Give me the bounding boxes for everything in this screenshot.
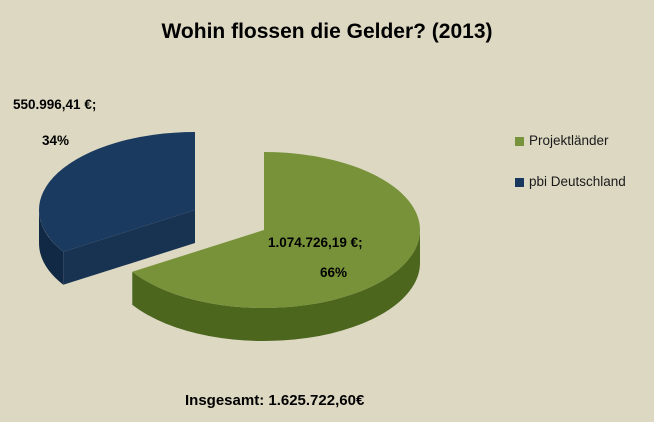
pie-slice-pbi-deutschland-cut-face	[63, 210, 195, 285]
pie-slice-pbi-deutschland-side	[39, 210, 64, 285]
legend-item-pbi-deutschland[interactable]: pbi Deutschland	[515, 173, 626, 190]
pie-slice-projektlander-side	[132, 230, 420, 341]
legend-swatch-projektlaender	[515, 136, 524, 146]
chart-title: Wohin flossen die Gelder? (2013)	[161, 20, 493, 43]
legend-item-projektlaender[interactable]: Projektländer	[515, 133, 626, 149]
pie-slice-pbi-deutschland[interactable]	[38, 132, 196, 252]
data-label-pbi-deutschland-percent: 34%	[42, 133, 70, 148]
total-label: Insgesamt: 1.625.722,60€	[185, 392, 365, 409]
data-label-pbi-deutschland-value: 550.996,41 €;	[13, 97, 97, 112]
data-label-projektlaender-value: 1.074.726,19 €;	[268, 235, 363, 250]
pie-slice-projektlander[interactable]	[132, 152, 421, 309]
legend-swatch-pbi-deutschland	[515, 177, 524, 187]
data-label-projektlaender-percent: 66%	[320, 265, 348, 280]
legend-label-projektlaender: Projektländer	[529, 133, 609, 148]
legend: Projektländer pbi Deutschland	[515, 133, 626, 216]
legend-label-pbi-deutschland: pbi Deutschland	[529, 173, 626, 189]
